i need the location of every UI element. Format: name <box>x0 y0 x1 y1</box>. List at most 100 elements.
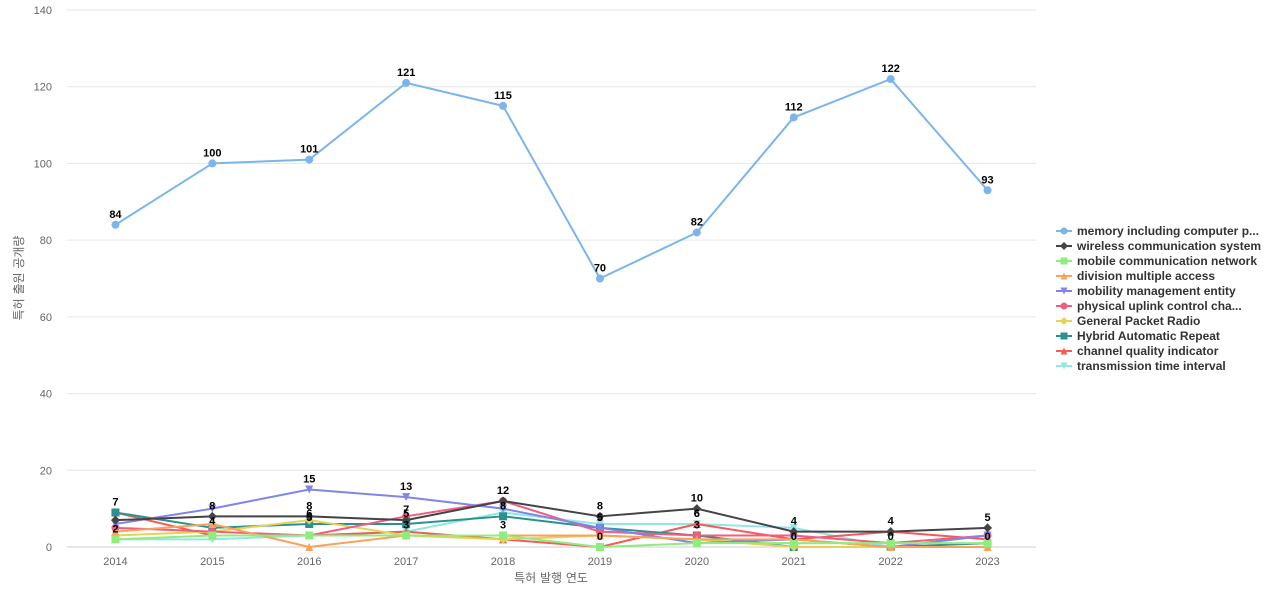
legend-label: memory including computer p... <box>1077 224 1259 238</box>
data-label: 7 <box>403 504 409 516</box>
x-tick-label: 2020 <box>685 556 709 568</box>
data-label: 8 <box>597 500 603 512</box>
x-tick-label: 2014 <box>103 556 127 568</box>
data-point <box>499 504 508 513</box>
data-label: 8 <box>209 500 215 512</box>
data-point <box>595 523 604 532</box>
legend-label: General Packet Radio <box>1077 314 1200 328</box>
legend-item[interactable]: mobility management entity <box>1056 284 1236 298</box>
data-point <box>111 220 120 229</box>
series-line <box>114 519 989 548</box>
legend-symbol-marker <box>1060 332 1068 340</box>
data-point <box>208 504 217 513</box>
data-point <box>595 543 604 551</box>
data-label: 93 <box>981 174 993 186</box>
data-point <box>110 515 120 525</box>
y-tick-label: 100 <box>34 158 52 170</box>
legend-symbol-marker <box>1060 362 1068 370</box>
data-point <box>886 527 896 537</box>
legend-symbol-marker <box>1060 317 1068 325</box>
data-label: 5 <box>597 512 603 524</box>
data-point <box>789 539 798 548</box>
data-point <box>499 512 508 521</box>
data-point <box>692 228 701 237</box>
legend-item[interactable]: physical uplink control cha... <box>1056 299 1242 313</box>
x-axis: 2014 2015 2016 2017 2018 2019 2020 2021 2022 2023 <box>103 556 1000 568</box>
x-tick-label: 2022 <box>878 556 902 568</box>
series-group <box>110 75 993 552</box>
data-label: 5 <box>403 508 409 520</box>
data-point <box>983 523 993 533</box>
legend-symbol-marker <box>1060 287 1068 295</box>
y-tick-label: 120 <box>34 82 52 94</box>
x-tick-label: 2021 <box>782 556 806 568</box>
series-1 <box>110 496 993 537</box>
legend-symbol-marker <box>1060 347 1068 355</box>
data-label: 7 <box>112 496 118 508</box>
legend-label: wireless communication system <box>1076 239 1261 253</box>
data-point <box>499 101 508 110</box>
legend-label: division multiple access <box>1077 269 1215 283</box>
series-line <box>114 534 989 548</box>
data-label: 5 <box>306 512 312 524</box>
legend-label: channel quality indicator <box>1077 344 1219 358</box>
legend-label: mobility management entity <box>1077 284 1236 298</box>
data-point <box>983 531 992 540</box>
legend-label: Hybrid Automatic Repeat <box>1077 329 1220 343</box>
data-label: 3 <box>500 519 506 531</box>
data-label: 13 <box>400 481 412 493</box>
data-label: 0 <box>888 531 894 543</box>
x-axis-title: 특허 발행 연도 <box>514 570 588 585</box>
data-point <box>305 155 314 164</box>
data-point <box>111 508 120 517</box>
data-point <box>402 78 411 87</box>
x-tick-label: 2018 <box>491 556 515 568</box>
y-tick-label: 60 <box>40 312 52 324</box>
data-point <box>208 519 217 528</box>
data-point <box>789 527 799 537</box>
data-point <box>595 274 604 283</box>
legend-item[interactable]: transmission time interval <box>1056 359 1226 373</box>
legend-item[interactable]: channel quality indicator <box>1056 344 1219 358</box>
series-line <box>114 78 989 280</box>
data-point <box>983 539 992 548</box>
y-axis: 0 20 40 60 80 100 120 140 <box>34 5 52 554</box>
legend-item[interactable]: mobile communication network <box>1056 254 1257 268</box>
data-label: 122 <box>881 63 899 75</box>
data-label: 100 <box>203 147 221 159</box>
data-point <box>208 159 217 168</box>
data-label: 101 <box>300 144 318 156</box>
data-point <box>692 504 702 514</box>
legend-label: physical uplink control cha... <box>1077 299 1242 313</box>
data-label: 4 <box>209 516 216 528</box>
data-label: 8 <box>306 500 312 512</box>
y-tick-label: 0 <box>46 542 52 554</box>
legend-symbol-marker <box>1060 272 1068 280</box>
data-point <box>499 531 508 540</box>
data-point <box>595 531 604 540</box>
data-label: 0 <box>791 531 797 543</box>
data-point <box>595 511 605 521</box>
y-tick-label: 40 <box>40 389 52 401</box>
data-label: 112 <box>785 101 803 113</box>
series-line <box>114 499 989 545</box>
legend-item[interactable]: memory including computer p... <box>1056 224 1259 238</box>
data-label: 5 <box>597 512 603 524</box>
legend-item[interactable]: Hybrid Automatic Repeat <box>1056 329 1220 343</box>
legend-item[interactable]: General Packet Radio <box>1056 314 1200 328</box>
series-0 <box>111 75 992 283</box>
data-label: 0 <box>984 531 990 543</box>
data-label: 4 <box>888 516 895 528</box>
data-point <box>208 531 217 540</box>
legend-label: mobile communication network <box>1077 254 1257 268</box>
data-label: 84 <box>109 209 122 221</box>
data-label: 5 <box>984 512 990 524</box>
legend-symbol-marker <box>1060 227 1068 235</box>
legend-item[interactable]: division multiple access <box>1056 269 1215 283</box>
legend-item[interactable]: wireless communication system <box>1056 239 1261 253</box>
data-label: 6 <box>694 508 700 520</box>
legend-symbol-marker <box>1060 242 1068 250</box>
data-point <box>886 539 895 548</box>
data-label: 15 <box>303 473 315 485</box>
